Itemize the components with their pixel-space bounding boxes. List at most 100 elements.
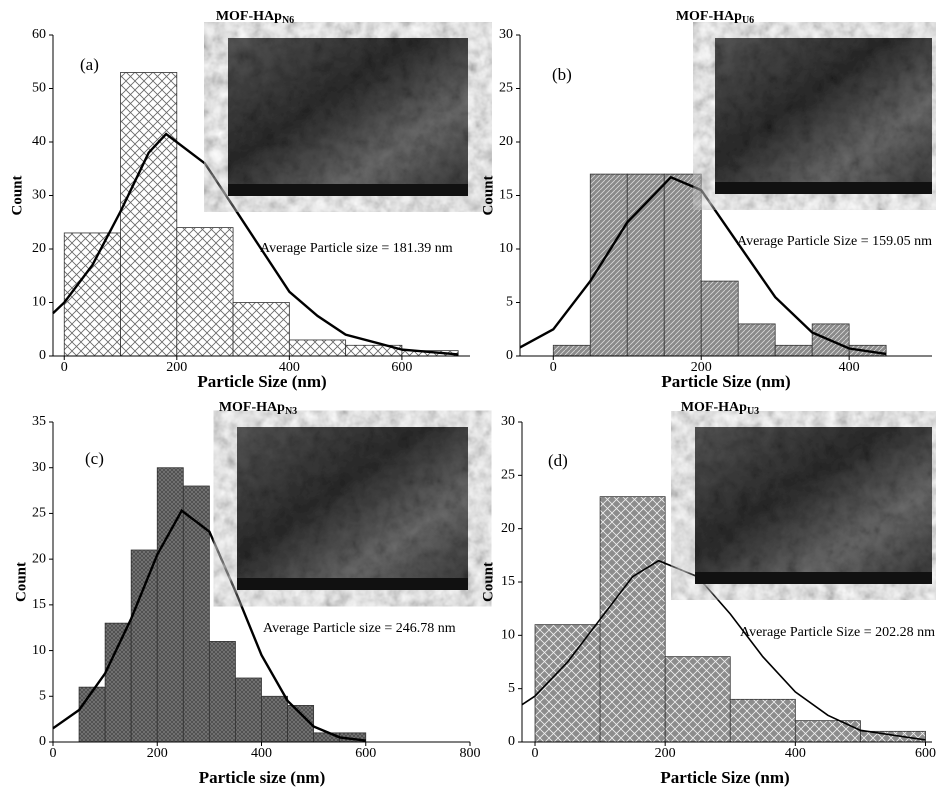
x-tick-label: 600 (915, 746, 936, 761)
panel-label: (c) (85, 449, 104, 468)
title-subscript: U6 (742, 15, 754, 26)
x-tick-label: 800 (460, 746, 481, 761)
x-tick-label: 0 (532, 746, 539, 761)
sem-image (695, 427, 932, 584)
y-tick-label: 50 (32, 81, 46, 96)
panel: 0 5 10 15 20 25 30 0 200 400 MOF-HApU6 Particle Siz… (480, 9, 932, 391)
chart-title: MOF-HApU6 (676, 9, 754, 26)
y-tick-label: 10 (501, 628, 515, 643)
x-tick-label: 400 (839, 360, 860, 375)
y-tick-label: 10 (499, 241, 513, 256)
sem-info-bar (715, 182, 932, 194)
histogram-bar (737, 323, 776, 357)
y-tick-label: 30 (501, 414, 515, 429)
panel-label: (a) (80, 55, 99, 74)
y-tick-label: 0 (506, 348, 513, 363)
histogram-bar (261, 695, 288, 743)
annotation: Average Particle size = 181.39 nm (260, 241, 453, 256)
fit-curve (519, 175, 887, 356)
y-tick-label: 15 (32, 597, 46, 612)
histogram-bar (208, 641, 236, 743)
x-tick-label: 200 (691, 360, 712, 375)
x-axis-label: Particle Size (nm) (197, 372, 326, 391)
histogram-bar (534, 624, 601, 743)
chart-title: MOF-HApN3 (219, 400, 297, 417)
y-tick-label: 25 (499, 81, 513, 96)
x-tick-label: 200 (147, 746, 168, 761)
y-tick-label: 10 (32, 295, 46, 310)
y-tick-label: 40 (32, 134, 46, 149)
y-tick-label: 25 (501, 468, 515, 483)
sem-image (228, 38, 468, 196)
histogram-bar (794, 720, 861, 743)
histogram-bar (589, 173, 628, 357)
panel: 0 5 10 15 20 25 30 0 200 400 600 MOF-HApU3 Particle … (480, 400, 936, 787)
title-main: MOF-HAp (216, 9, 282, 24)
y-tick-label: 20 (32, 241, 46, 256)
y-tick-label: 15 (501, 574, 515, 589)
y-tick-label: 10 (32, 643, 46, 658)
title-subscript: N3 (285, 406, 297, 417)
y-axis-label: Count (13, 562, 29, 602)
histogram-bar (729, 698, 796, 743)
fit-curve (52, 132, 459, 356)
histogram-bar (860, 730, 926, 743)
x-tick-label: 600 (391, 360, 412, 375)
title-subscript: U3 (747, 406, 759, 417)
y-tick-label: 0 (39, 734, 46, 749)
y-tick-label: 20 (32, 551, 46, 566)
panel-label: (d) (548, 451, 568, 470)
title-subscript: N6 (282, 15, 294, 26)
y-tick-label: 20 (499, 134, 513, 149)
histogram-bar (774, 344, 813, 357)
histogram-bar (552, 344, 591, 357)
title-main: MOF-HAp (219, 400, 285, 415)
annotation: Average Particle size = 246.78 nm (263, 621, 456, 636)
y-axis-label: Count (480, 175, 496, 215)
sem-info-bar (695, 572, 932, 584)
histogram-bar (288, 339, 347, 357)
panel-label: (b) (552, 65, 572, 84)
fit-curve (52, 508, 366, 742)
sem-image (237, 427, 468, 590)
y-tick-label: 15 (499, 188, 513, 203)
x-tick-label: 400 (279, 360, 300, 375)
y-tick-label: 5 (508, 681, 515, 696)
x-axis-label: Particle Size (nm) (661, 372, 790, 391)
y-tick-label: 30 (32, 460, 46, 475)
y-tick-label: 60 (32, 27, 46, 42)
histogram-bar (182, 485, 210, 743)
y-tick-label: 25 (32, 506, 46, 521)
annotation: Average Particle Size = 159.05 nm (737, 234, 932, 249)
histogram-bar (120, 72, 178, 357)
histogram-bar (78, 686, 106, 743)
title-main: MOF-HAp (681, 400, 747, 415)
x-tick-label: 400 (785, 746, 806, 761)
sem-image (715, 38, 932, 194)
sem-info-bar (237, 578, 468, 590)
y-axis-label: Count (480, 562, 496, 602)
y-tick-label: 0 (508, 734, 515, 749)
y-tick-label: 5 (506, 295, 513, 310)
y-tick-label: 0 (39, 348, 46, 363)
histogram-bar (700, 280, 739, 357)
annotation: Average Particle Size = 202.28 nm (740, 625, 935, 640)
y-tick-label: 30 (32, 188, 46, 203)
title-main: MOF-HAp (676, 9, 742, 24)
x-tick-label: 0 (550, 360, 557, 375)
x-axis-label: Particle Size (nm) (660, 768, 789, 787)
histogram-bar (599, 496, 666, 743)
histogram-bar (130, 549, 158, 743)
y-tick-label: 20 (501, 521, 515, 536)
y-tick-label: 5 (39, 689, 46, 704)
x-tick-label: 400 (251, 746, 272, 761)
x-tick-label: 0 (61, 360, 68, 375)
sem-info-bar (228, 184, 468, 196)
histogram-bar (63, 232, 121, 357)
histogram-bar (313, 732, 341, 743)
chart-title: MOF-HApU3 (681, 400, 759, 417)
histogram-bar (156, 467, 184, 743)
x-tick-label: 0 (50, 746, 57, 761)
